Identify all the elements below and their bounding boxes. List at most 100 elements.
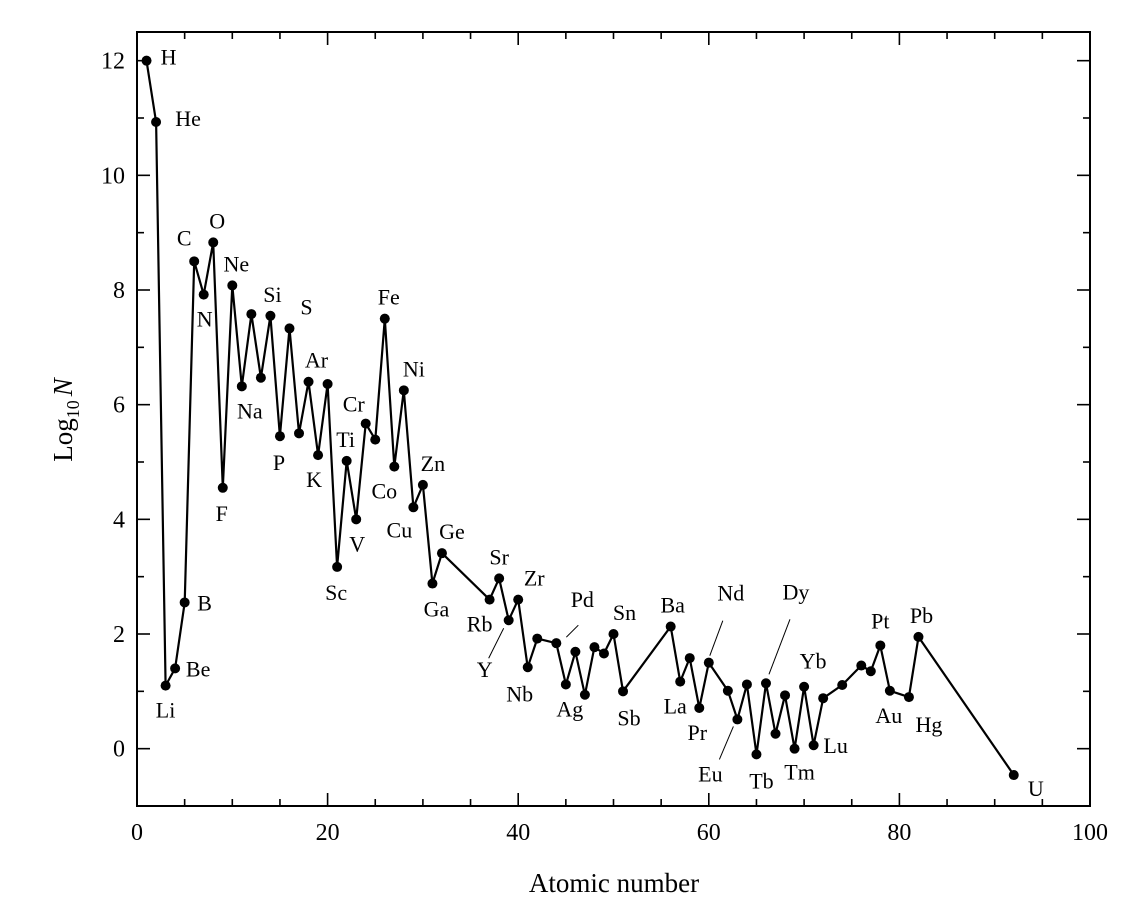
y-tick-label: 2 — [113, 622, 125, 648]
element-label: Co — [371, 479, 397, 504]
data-point — [551, 638, 562, 649]
data-point — [417, 479, 428, 490]
element-label: Eu — [698, 761, 722, 786]
data-point — [313, 450, 324, 461]
element-label: Nd — [717, 581, 744, 606]
data-point — [875, 640, 886, 651]
data-point — [351, 514, 362, 525]
element-label: Pd — [571, 587, 594, 612]
leader-lines — [488, 619, 791, 760]
element-label: Cu — [387, 517, 413, 542]
series-line — [145, 60, 1015, 776]
y-tick-label: 4 — [113, 507, 125, 533]
x-tick-label: 0 — [131, 820, 143, 846]
data-point — [589, 642, 600, 653]
element-label: Sb — [617, 705, 640, 730]
data-point — [274, 431, 285, 442]
leader-line — [488, 628, 505, 659]
data-point — [389, 461, 400, 472]
data-point — [560, 679, 571, 690]
data-point — [294, 428, 305, 439]
data-point — [856, 660, 867, 671]
data-point — [722, 685, 733, 696]
data-point — [332, 561, 343, 572]
element-label: O — [209, 208, 225, 233]
element-label: Li — [156, 698, 176, 723]
x-tick-label: 40 — [506, 820, 530, 846]
data-point — [141, 55, 152, 66]
element-label: He — [175, 106, 201, 131]
x-tick-label: 100 — [1072, 820, 1108, 846]
element-label: Zr — [524, 566, 545, 591]
element-label: Yb — [800, 649, 827, 674]
data-point — [799, 681, 810, 692]
element-label: Pr — [687, 720, 707, 745]
data-point — [170, 663, 181, 674]
element-label: C — [177, 225, 192, 250]
data-point — [884, 685, 895, 696]
data-point — [780, 690, 791, 701]
data-point — [903, 692, 914, 703]
data-point — [703, 657, 714, 668]
leader-line — [718, 726, 734, 760]
element-label: Ni — [403, 356, 425, 381]
data-point — [741, 679, 752, 690]
element-label: Nb — [506, 681, 533, 706]
data-point — [179, 597, 190, 608]
data-point — [694, 702, 705, 713]
data-point — [284, 323, 295, 334]
element-label: Ag — [556, 696, 583, 721]
data-point — [675, 676, 686, 687]
data-point — [227, 280, 238, 291]
data-point — [379, 313, 390, 324]
data-point — [303, 376, 314, 387]
element-label: Ba — [660, 593, 685, 618]
data-point — [760, 678, 771, 689]
data-point — [398, 385, 409, 396]
data-point — [208, 237, 219, 248]
data-point — [579, 689, 590, 700]
element-label: Lu — [823, 733, 847, 758]
data-point — [684, 653, 695, 664]
element-label: Sc — [325, 580, 347, 605]
data-point — [608, 629, 619, 639]
data-point — [236, 381, 247, 392]
axis-ticks — [136, 32, 1091, 807]
leader-line — [709, 620, 724, 656]
data-point — [751, 749, 762, 760]
leader-line — [768, 619, 791, 675]
data-point — [217, 482, 228, 493]
data-point — [732, 714, 743, 725]
abundance-line — [145, 60, 1015, 776]
data-point — [198, 289, 209, 300]
y-tick-label: 6 — [113, 393, 125, 419]
data-point — [570, 646, 581, 657]
y-axis-title-var: N — [48, 376, 78, 397]
element-label: Au — [875, 703, 902, 728]
y-axis-title: Log10 N — [48, 376, 83, 462]
element-label: Sn — [613, 600, 636, 625]
data-points — [141, 55, 1019, 781]
element-label: U — [1028, 776, 1044, 801]
data-point — [913, 631, 924, 642]
element-label: Si — [263, 282, 281, 307]
data-point — [255, 372, 266, 383]
y-axis-title-main: Log — [48, 418, 78, 462]
y-tick-label: 12 — [101, 49, 125, 75]
data-point — [532, 633, 543, 644]
data-point — [436, 548, 447, 559]
plot-frame — [136, 31, 1091, 807]
element-label: Na — [237, 398, 263, 423]
plot-border — [136, 31, 1091, 807]
element-label: Sr — [489, 544, 509, 569]
element-label: Y — [477, 657, 493, 682]
data-point — [513, 594, 524, 605]
element-label: S — [300, 294, 312, 319]
element-label: Fe — [378, 285, 400, 310]
element-label: B — [197, 590, 212, 615]
element-label: F — [216, 501, 228, 526]
element-label: Tm — [784, 760, 815, 785]
data-point — [665, 621, 676, 632]
data-point — [370, 434, 381, 445]
